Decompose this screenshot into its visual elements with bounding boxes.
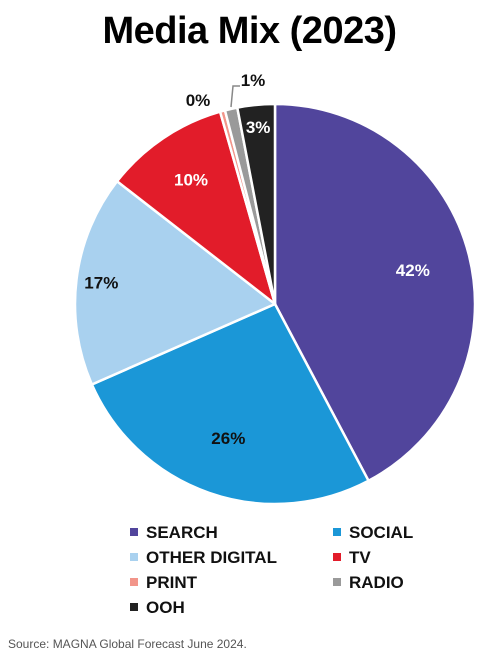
- legend-swatch-ooh: [130, 602, 138, 611]
- legend-swatch-print: [130, 577, 138, 586]
- data-label-ooh: 3%: [246, 118, 271, 137]
- pie-slice-other-digital: [73, 180, 277, 386]
- legend-swatch-other-digital: [130, 552, 138, 561]
- legend-swatch-radio: [333, 577, 341, 586]
- legend-item-other-digital: OTHER DIGITAL: [130, 548, 277, 568]
- pie-slice-search: [273, 102, 477, 483]
- legend-label-social: SOCIAL: [349, 523, 414, 542]
- chart-title: Media Mix (2023): [102, 10, 398, 52]
- pie-slice-social: [90, 302, 370, 506]
- pie-slice-ooh: [236, 102, 277, 306]
- legend-item-ooh: OOH: [130, 598, 185, 618]
- legend-label-ooh: OOH: [146, 598, 185, 617]
- legend-item-social: SOCIAL: [333, 523, 413, 543]
- legend-item-tv: TV: [333, 548, 371, 568]
- legend-swatch-social: [333, 527, 341, 536]
- legend-label-radio: RADIO: [349, 573, 404, 592]
- data-label-search: 42%: [396, 261, 430, 280]
- legend-label-search: SEARCH: [146, 523, 218, 542]
- source-note: Source: MAGNA Global Forecast June 2024.: [8, 637, 247, 651]
- legend-label-other-digital: OTHER DIGITAL: [146, 548, 277, 567]
- legend-item-print: PRINT: [130, 573, 197, 593]
- legend-item-search: SEARCH: [130, 523, 218, 543]
- legend-label-print: PRINT: [146, 573, 197, 592]
- leader-line-radio: [230, 85, 240, 108]
- data-label-radio: 1%: [241, 71, 266, 90]
- data-label-other-digital: 17%: [84, 273, 118, 292]
- data-label-social: 26%: [211, 429, 245, 448]
- pie-slice-tv: [115, 110, 277, 306]
- data-label-tv: 10%: [174, 171, 208, 190]
- legend-swatch-tv: [333, 552, 341, 561]
- data-label-print: 0%: [186, 91, 211, 110]
- legend-swatch-search: [130, 527, 138, 536]
- legend-item-radio: RADIO: [333, 573, 404, 593]
- legend-label-tv: TV: [349, 548, 371, 567]
